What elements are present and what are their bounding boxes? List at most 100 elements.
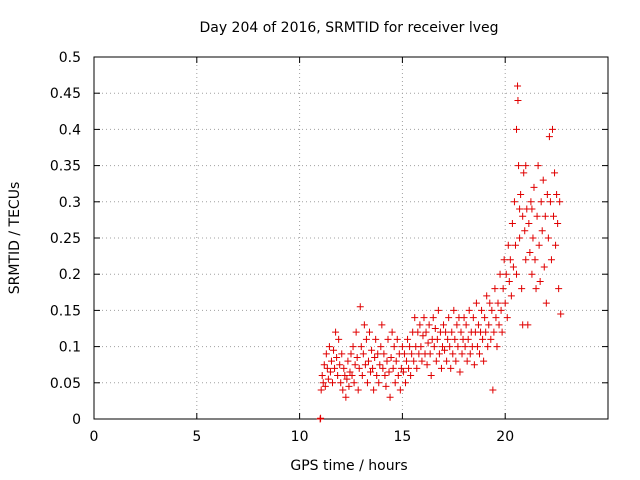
data-point (457, 328, 465, 336)
data-point (499, 285, 507, 293)
data-point (530, 183, 538, 191)
data-point (520, 169, 528, 177)
data-point (473, 343, 481, 351)
data-point (362, 335, 370, 343)
y-tick-label: 0.5 (59, 50, 81, 66)
y-tick-label: 0.1 (59, 340, 81, 356)
data-point (476, 350, 483, 358)
data-point (448, 328, 456, 336)
data-point (416, 321, 424, 329)
data-point (345, 382, 353, 390)
data-point (482, 328, 490, 336)
data-point (334, 372, 342, 380)
y-tick-labels: 0 0.05 0.1 0.15 0.2 0.25 0.3 0.35 0.4 0.45 0.5 (50, 50, 81, 428)
data-point (326, 368, 334, 376)
data-point (344, 357, 352, 365)
data-point (450, 306, 458, 314)
data-point (442, 328, 450, 336)
data-point (368, 346, 376, 354)
x-tick-label: 20 (496, 429, 514, 445)
data-point (454, 343, 462, 351)
y-tick-label: 0.15 (50, 303, 81, 319)
data-point (419, 332, 427, 340)
data-point (445, 314, 453, 322)
data-point (376, 361, 384, 369)
data-point (386, 393, 394, 401)
data-point (513, 125, 521, 133)
data-point (346, 368, 354, 376)
data-point (539, 176, 547, 184)
data-point (484, 343, 492, 351)
data-point (548, 125, 556, 133)
data-point (474, 321, 482, 329)
data-point (406, 343, 414, 351)
data-point (536, 277, 544, 285)
data-point (336, 361, 344, 369)
data-point (557, 310, 565, 318)
data-point (404, 335, 412, 343)
data-point (359, 350, 367, 358)
data-point (504, 241, 512, 249)
data-point (323, 364, 331, 372)
data-point (350, 379, 358, 387)
data-point (483, 292, 491, 300)
data-point (469, 314, 477, 322)
data-point (503, 314, 511, 322)
data-point (522, 162, 530, 170)
data-point (554, 220, 562, 228)
data-point (382, 382, 390, 390)
data-point (552, 241, 560, 249)
data-point (354, 386, 362, 394)
x-axis-label: GPS time / hours (290, 458, 407, 474)
data-point (491, 285, 499, 293)
data-point (464, 335, 472, 343)
data-point (486, 299, 494, 307)
data-point (355, 364, 363, 372)
data-point (432, 357, 440, 365)
data-point (331, 364, 339, 372)
data-point (519, 212, 527, 220)
data-point (361, 361, 369, 369)
y-axis-label: SRMTID / TECUs (7, 182, 23, 295)
data-point (551, 169, 559, 177)
data-point (429, 314, 437, 322)
data-point (333, 353, 341, 361)
data-point (335, 335, 343, 343)
data-point (513, 270, 521, 278)
data-point (410, 357, 418, 365)
data-point (493, 343, 501, 351)
data-point (510, 198, 518, 206)
data-point (444, 335, 452, 343)
data-point (393, 335, 401, 343)
data-point (405, 364, 413, 372)
data-point (375, 379, 383, 387)
data-point (418, 357, 426, 365)
data-point (470, 361, 478, 369)
data-point (553, 191, 561, 199)
data-point (387, 353, 395, 361)
data-point (320, 361, 328, 369)
y-tick-label: 0.05 (50, 376, 81, 392)
data-point (341, 372, 349, 380)
data-point (383, 357, 391, 365)
data-point (369, 364, 377, 372)
data-point (324, 375, 332, 383)
data-point (538, 227, 546, 235)
data-point (337, 379, 345, 387)
data-point (420, 314, 428, 322)
data-point (319, 379, 327, 387)
data-point (372, 335, 380, 343)
data-point (433, 335, 441, 343)
data-point (343, 375, 351, 383)
data-point (438, 343, 446, 351)
data-point (330, 346, 338, 354)
data-point (325, 343, 333, 351)
data-point (398, 343, 406, 351)
data-point (462, 321, 470, 329)
data-point (427, 372, 435, 380)
data-point (407, 372, 415, 380)
data-point (371, 353, 379, 361)
data-point (446, 343, 454, 351)
data-point (426, 350, 434, 358)
